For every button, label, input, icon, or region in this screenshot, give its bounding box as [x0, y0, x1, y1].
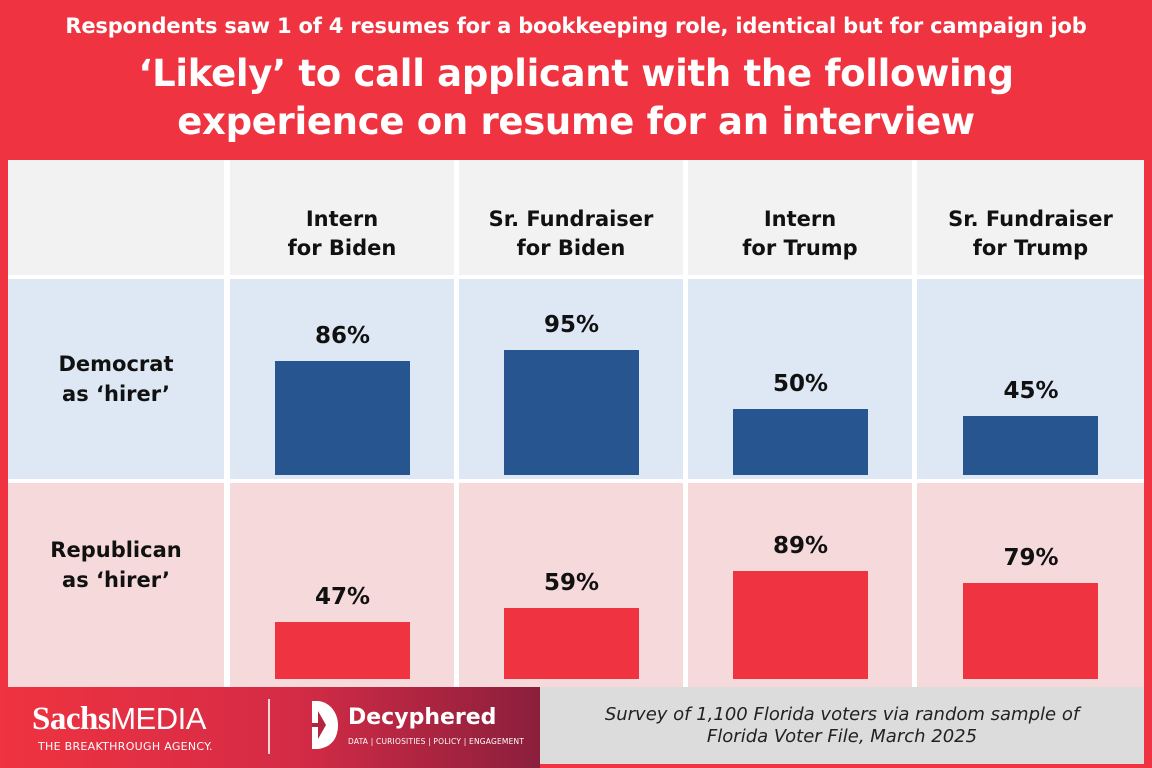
chart-title: ‘Likely’ to call applicant with the foll… [0, 50, 1152, 146]
sachs-media-logo: SachsMEDIA [32, 701, 206, 737]
source-note: Survey of 1,100 Florida voters via rando… [540, 687, 1144, 764]
bar-label-republican-intern-biden: 47% [314, 584, 371, 611]
logo-divider [268, 699, 270, 754]
bar-label-democrat-fundraiser-biden: 95% [543, 311, 600, 338]
sachs-tagline: THE BREAKTHROUGH AGENCY. [38, 740, 213, 753]
title-line-1: ‘Likely’ to call applicant with the foll… [138, 52, 1014, 95]
bar-republican-intern-trump [732, 571, 868, 679]
decyphered-tagline: DATA | CURIOSITIES | POLICY | ENGAGEMENT [348, 737, 525, 746]
decyphered-name: Decyphered [348, 705, 497, 730]
bar-label-republican-fundraiser-trump: 79% [1003, 545, 1059, 572]
column-header-intern-trump: Intern for Trump [742, 207, 858, 260]
corner-cell [8, 160, 224, 275]
row-header-republican: Republican as ‘hirer’ [50, 538, 182, 592]
bar-label-democrat-intern-trump: 50% [772, 371, 829, 397]
column-header-cell [230, 160, 454, 275]
column-header-cell [688, 160, 912, 275]
source-line-2: Florida Voter File, March 2025 [706, 725, 978, 747]
column-header-fundraiser-trump: Sr. Fundraiser for Trump [948, 207, 1113, 260]
bar-republican-fundraiser-trump [963, 583, 1098, 679]
bar-label-democrat-fundraiser-trump: 45% [1003, 377, 1059, 404]
column-header-cell [459, 160, 683, 275]
title-line-2: experience on resume for an interview [177, 100, 975, 143]
chart-grid: Intern for Biden Sr. Fundraiser for Biden … [8, 160, 1144, 687]
bar-democrat-intern-biden [274, 361, 410, 475]
column-header-fundraiser-biden: Sr. Fundraiser for Biden [488, 207, 654, 260]
row-header-cell [8, 483, 224, 687]
footer-logos: SachsMEDIA THE BREAKTHROUGH AGENCY. Decy… [0, 687, 540, 768]
bar-republican-fundraiser-biden [503, 607, 639, 679]
bar-republican-intern-biden [274, 622, 410, 679]
chart-subtitle: Respondents saw 1 of 4 resumes for a boo… [65, 14, 1087, 38]
decyphered-logo-icon [312, 701, 338, 749]
bar-label-republican-fundraiser-biden: 59% [543, 569, 600, 596]
bar-democrat-fundraiser-biden [503, 349, 639, 475]
bar-label-democrat-intern-biden: 86% [314, 323, 371, 350]
source-line-1: Survey of 1,100 Florida voters via rando… [604, 703, 1080, 725]
bar-label-republican-intern-trump: 89% [772, 533, 829, 560]
row-header-democrat: Democrat as ‘hirer’ [58, 352, 174, 406]
column-header-intern-biden: Intern for Biden [287, 207, 397, 260]
column-header-cell [917, 160, 1144, 275]
bar-democrat-fundraiser-trump [963, 415, 1098, 475]
bar-democrat-intern-trump [732, 409, 868, 475]
row-header-cell [8, 279, 224, 479]
